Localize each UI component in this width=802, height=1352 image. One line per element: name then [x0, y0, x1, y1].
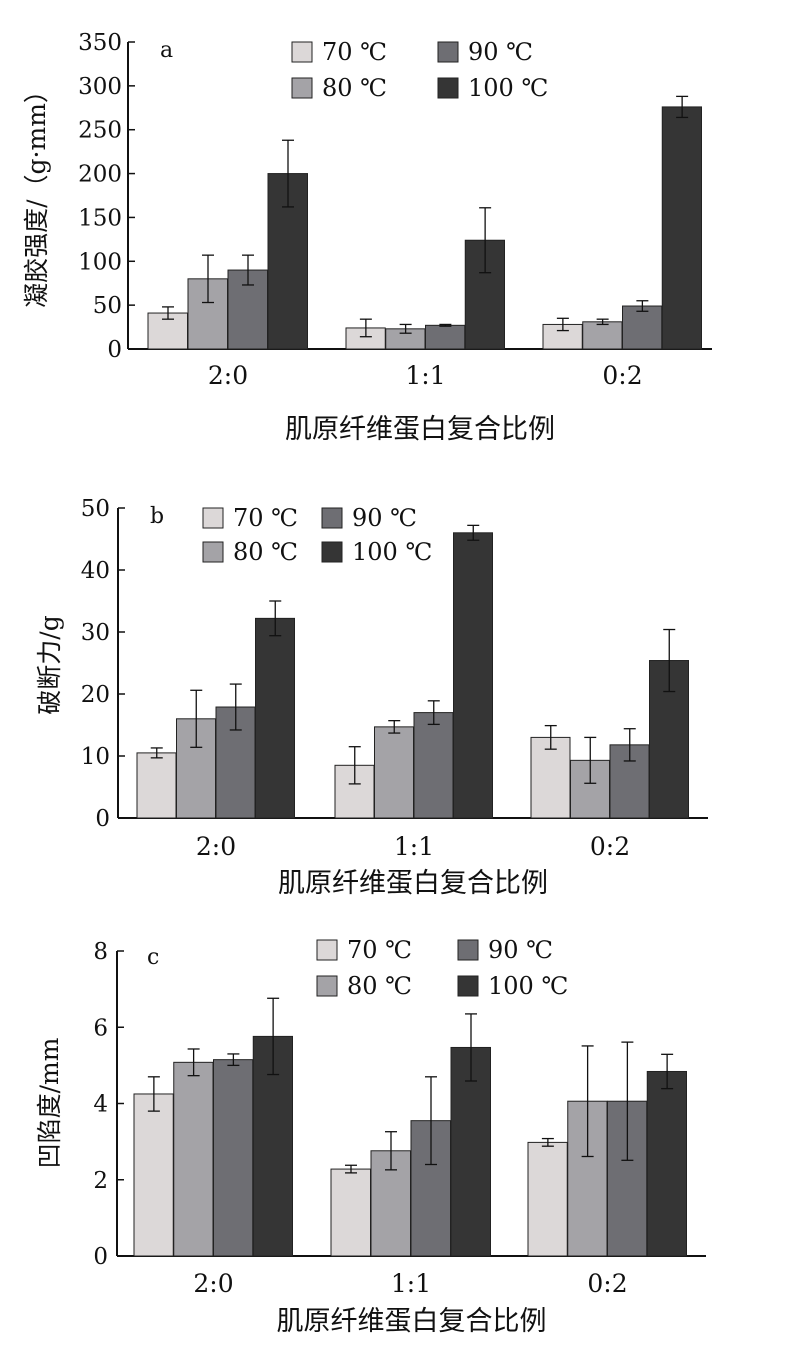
x-axis-title: 肌原纤维蛋白复合比例 [278, 868, 548, 899]
bar [227, 269, 268, 350]
chart-panel-c: 0 2 4 6 8 2:0 1:1 0:2 肌原纤维蛋白复合比例 凹陷度/mm c 70 ℃ 80 ℃ 9… [35, 936, 706, 1337]
bar [453, 532, 493, 819]
bar [187, 278, 228, 350]
legend-label: 90 ℃ [352, 504, 417, 532]
x-category-label: 2:0 [193, 1269, 233, 1298]
y-tick-label: 200 [78, 162, 122, 188]
y-tick-label: 0 [95, 806, 110, 832]
bar [661, 106, 702, 350]
y-tick-label: 10 [81, 744, 110, 770]
y-tick-label: 50 [81, 496, 110, 522]
bar [173, 1061, 214, 1257]
y-tick-label: 30 [81, 620, 110, 646]
panel-letter: b [150, 504, 164, 529]
bar [136, 752, 177, 819]
x-axis-title: 肌原纤维蛋白复合比例 [285, 414, 555, 445]
legend-label: 90 ℃ [468, 38, 533, 66]
y-tick-label: 0 [107, 337, 122, 363]
chart-panel-b: 0 10 20 30 40 50 2:0 1:1 0:2 肌原纤维蛋白复合比例 破断力/g b 70 ℃… [35, 496, 708, 899]
legend-label: 70 ℃ [347, 936, 412, 964]
legend-swatch [437, 41, 459, 63]
panel-letter: a [160, 38, 173, 63]
x-category-label: 2:0 [208, 361, 248, 390]
legend-label: 70 ℃ [233, 504, 298, 532]
bar [330, 1168, 371, 1257]
bar [622, 305, 663, 350]
y-axis-title: 凹陷度/mm [35, 1037, 64, 1168]
x-category-label: 0:2 [587, 1269, 627, 1298]
legend-label: 80 ℃ [233, 538, 298, 566]
y-tick-label: 100 [78, 249, 122, 275]
bar [334, 764, 375, 819]
x-axis-title: 肌原纤维蛋白复合比例 [277, 1306, 547, 1337]
y-tick-label: 50 [93, 293, 122, 319]
x-category-label: 0:2 [602, 361, 642, 390]
legend: 70 ℃ 80 ℃ 90 ℃ 100 ℃ [291, 38, 548, 102]
legend-label: 100 ℃ [488, 972, 568, 1000]
legend-swatch [457, 939, 479, 961]
bar [413, 712, 454, 819]
bar [646, 1070, 687, 1257]
y-tick-label: 2 [93, 1168, 108, 1194]
legend-label: 80 ℃ [347, 972, 412, 1000]
legend-swatch [316, 975, 338, 997]
x-category-label: 2:0 [196, 832, 236, 861]
x-category-label: 1:1 [391, 1269, 431, 1298]
legend-swatch [316, 939, 338, 961]
legend-label: 80 ℃ [322, 74, 387, 102]
legend-swatch [291, 41, 313, 63]
legend-swatch [437, 77, 459, 99]
y-tick-label: 350 [78, 30, 122, 56]
y-tick-label: 150 [78, 205, 122, 231]
legend-swatch [321, 507, 343, 529]
panel-letter: c [147, 945, 159, 970]
legend-swatch [202, 507, 224, 529]
legend-swatch [321, 541, 343, 563]
y-axis-title: 凝胶强度/（g·mm） [22, 78, 51, 308]
legend-swatch [457, 975, 479, 997]
y-tick-label: 40 [81, 558, 110, 584]
legend-label: 100 ℃ [352, 538, 432, 566]
bar [450, 1046, 491, 1257]
legend-label: 90 ℃ [488, 936, 553, 964]
legend: 70 ℃ 80 ℃ 90 ℃ 100 ℃ [316, 936, 568, 1000]
y-tick-label: 8 [93, 939, 108, 965]
y-tick-label: 250 [78, 118, 122, 144]
chart-panel-a: 0 50 100 150 200 250 300 350 2:0 1:1 0:2 肌原纤维蛋白复合比例… [22, 30, 712, 445]
bar [213, 1059, 254, 1257]
legend-swatch [291, 77, 313, 99]
y-tick-label: 6 [93, 1015, 108, 1041]
legend-label: 100 ℃ [468, 74, 548, 102]
y-tick-label: 4 [93, 1092, 108, 1118]
bar [255, 617, 295, 819]
bar [609, 744, 650, 819]
x-category-label: 1:1 [394, 832, 434, 861]
bar [530, 736, 571, 819]
x-category-label: 1:1 [405, 361, 445, 390]
y-tick-label: 0 [93, 1244, 108, 1270]
bar [527, 1141, 568, 1257]
bar [425, 324, 466, 350]
y-axis-title: 破断力/g [35, 615, 64, 714]
bar [374, 726, 414, 819]
legend: 70 ℃ 80 ℃ 90 ℃ 100 ℃ [202, 504, 432, 566]
y-tick-label: 20 [81, 682, 110, 708]
y-tick-label: 300 [78, 74, 122, 100]
bar [133, 1093, 174, 1257]
legend-label: 70 ℃ [322, 38, 387, 66]
x-category-label: 0:2 [590, 832, 630, 861]
legend-swatch [202, 541, 224, 563]
bar [582, 321, 623, 350]
